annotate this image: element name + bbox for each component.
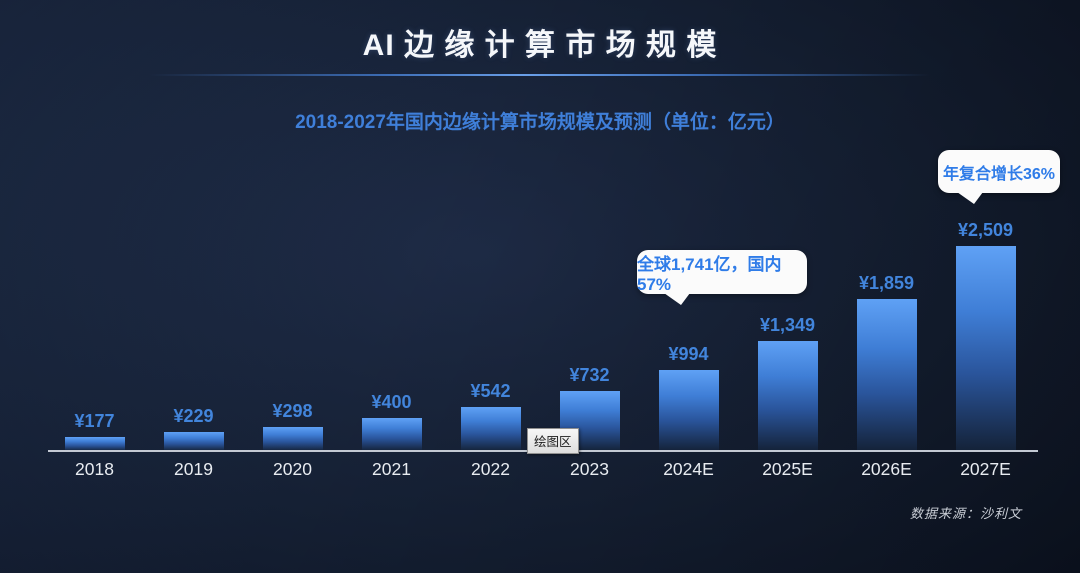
title-divider xyxy=(150,74,930,76)
value-label-2023: ¥732 xyxy=(569,365,610,385)
plot-area-tooltip: 绘图区 xyxy=(527,428,579,454)
value-label-2019: ¥229 xyxy=(173,406,214,426)
callout-global-share[interactable]: 全球1,741亿，国内57% xyxy=(637,250,807,305)
value-label-2027E: ¥2,509 xyxy=(957,220,1014,240)
x-axis-label-2025E: 2025E xyxy=(762,459,813,479)
bar-2027E[interactable] xyxy=(955,246,1016,451)
bar-2018[interactable] xyxy=(64,437,125,451)
bar-column-2021: ¥400 xyxy=(342,392,441,451)
bar-2021[interactable] xyxy=(361,418,422,451)
bar-2019[interactable] xyxy=(163,432,224,451)
value-label-2021: ¥400 xyxy=(371,392,412,412)
x-axis-label-2021: 2021 xyxy=(372,459,411,479)
bar-2025E[interactable] xyxy=(757,341,818,451)
chart-subtitle: 2018-2027年国内边缘计算市场规模及预测（单位：亿元） xyxy=(295,112,785,133)
x-axis-label-2024E: 2024E xyxy=(663,459,714,479)
bar-column-2018: ¥177 xyxy=(45,411,144,451)
bar-2026E[interactable] xyxy=(856,299,917,451)
x-axis-label-2020: 2020 xyxy=(273,459,312,479)
x-axis-label-2019: 2019 xyxy=(174,459,213,479)
callout-cagr[interactable]: 年复合增长36% xyxy=(938,150,1060,204)
x-axis-label-2018: 2018 xyxy=(75,459,114,479)
bar-2020[interactable] xyxy=(262,427,323,451)
bar-column-2025E: ¥1,349 xyxy=(738,315,837,451)
x-axis-labels: 2018 2019 2020 2021 2022 2023 2024E 2025E 2026E 2… xyxy=(45,459,1035,480)
bar-column-2024E: ¥994 xyxy=(639,344,738,451)
value-label-2020: ¥298 xyxy=(272,401,313,421)
bar-column-2020: ¥298 xyxy=(243,401,342,451)
x-axis-label-2026E: 2026E xyxy=(861,459,912,479)
bar-2022[interactable] xyxy=(460,407,521,451)
value-label-2025E: ¥1,349 xyxy=(759,315,816,335)
x-axis-label-2027E: 2027E xyxy=(960,459,1011,479)
value-label-2024E: ¥994 xyxy=(668,344,709,364)
bar-2024E[interactable] xyxy=(658,370,719,451)
value-label-2018: ¥177 xyxy=(74,411,115,431)
callout-tail xyxy=(957,192,983,204)
page-title: AI 边 缘 计 算 市 场 规 模 xyxy=(362,29,718,62)
bar-column-2019: ¥229 xyxy=(144,406,243,451)
value-label-2026E: ¥1,859 xyxy=(858,273,915,293)
data-source: 数据来源：沙利文 xyxy=(909,506,1022,521)
callout-global-share-text: 全球1,741亿，国内57% xyxy=(637,254,782,294)
value-label-2022: ¥542 xyxy=(470,381,511,401)
bar-column-2026E: ¥1,859 xyxy=(837,273,936,451)
bar-column-2027E: ¥2,509 xyxy=(936,220,1035,451)
callout-tail xyxy=(664,293,690,305)
bar-columns: ¥177 ¥229 ¥298 ¥400 ¥542 ¥732 ¥994 ¥1,349 ¥1,859… xyxy=(45,0,1035,451)
x-axis-label-2023: 2023 xyxy=(570,459,609,479)
x-axis-label-2022: 2022 xyxy=(471,459,510,479)
bar-column-2022: ¥542 xyxy=(441,381,540,451)
callout-cagr-text: 年复合增长36% xyxy=(942,165,1056,183)
